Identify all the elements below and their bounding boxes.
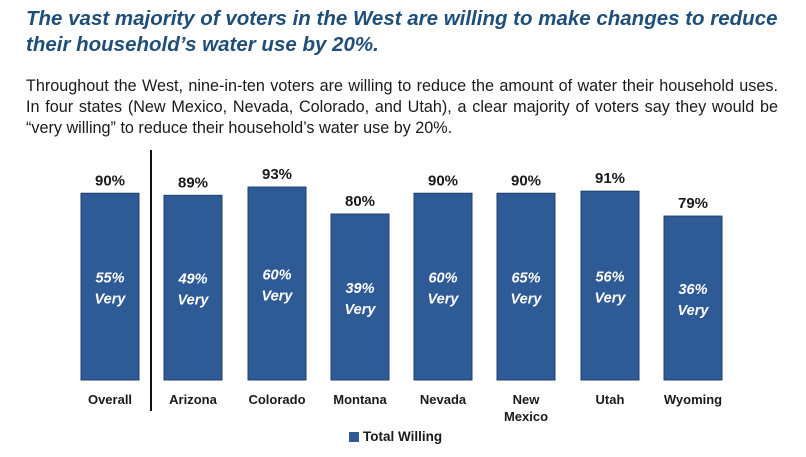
very-willing-value-utah: 56%: [595, 270, 624, 286]
category-label-new-mexico: Mexico: [504, 409, 548, 424]
value-label-nevada: 90%: [428, 172, 458, 189]
legend-swatch-total-willing: [349, 431, 359, 442]
chart-headline: The vast majority of voters in the West …: [26, 7, 778, 56]
very-willing-caption-nevada: Very: [428, 292, 460, 308]
category-label-montana: Montana: [333, 392, 387, 407]
category-label-colorado: Colorado: [248, 392, 305, 407]
value-label-new-mexico: 90%: [511, 172, 541, 189]
very-willing-caption-overall: Very: [95, 292, 127, 308]
value-label-utah: 91%: [595, 170, 625, 187]
very-willing-value-montana: 39%: [345, 281, 374, 297]
category-label-new-mexico: New: [513, 392, 541, 407]
value-label-wyoming: 79%: [678, 195, 708, 212]
category-label-utah: Utah: [596, 392, 625, 407]
value-label-colorado: 93%: [262, 166, 292, 183]
very-willing-caption-new-mexico: Very: [511, 292, 543, 308]
chart-legend: Total Willing: [349, 429, 442, 444]
bar-montana: [330, 213, 390, 381]
very-willing-caption-colorado: Very: [262, 289, 294, 305]
bar-new-mexico: [496, 192, 556, 381]
bar-overall: [80, 192, 140, 381]
legend-label-total-willing: Total Willing: [363, 429, 443, 444]
very-willing-caption-arizona: Very: [178, 293, 210, 309]
category-label-wyoming: Wyoming: [664, 392, 722, 407]
very-willing-value-wyoming: 36%: [678, 282, 707, 298]
value-label-overall: 90%: [95, 172, 125, 189]
value-label-arizona: 89%: [178, 174, 208, 191]
very-willing-caption-wyoming: Very: [678, 303, 710, 319]
bars-layer: 90% 55% Very Overall 89% 49% Very Arizona 93% 60%…: [80, 166, 723, 424]
chart-summary-text: Throughout the West, nine-in-ten voters …: [26, 77, 778, 137]
bar-colorado: [247, 186, 307, 381]
category-label-nevada: Nevada: [420, 392, 467, 407]
bar-arizona: [163, 194, 223, 381]
very-willing-value-new-mexico: 65%: [511, 271, 540, 287]
very-willing-caption-utah: Very: [595, 291, 627, 307]
very-willing-value-colorado: 60%: [262, 268, 291, 284]
category-label-arizona: Arizona: [169, 392, 217, 407]
bar-wyoming: [663, 215, 723, 381]
value-label-montana: 80%: [345, 193, 375, 210]
bar-utah: [580, 190, 640, 381]
category-label-overall: Overall: [88, 392, 132, 407]
very-willing-value-nevada: 60%: [428, 271, 457, 287]
bar-nevada: [413, 192, 473, 381]
very-willing-value-overall: 55%: [95, 271, 124, 287]
very-willing-caption-montana: Very: [345, 302, 377, 318]
very-willing-value-arizona: 49%: [177, 272, 207, 288]
